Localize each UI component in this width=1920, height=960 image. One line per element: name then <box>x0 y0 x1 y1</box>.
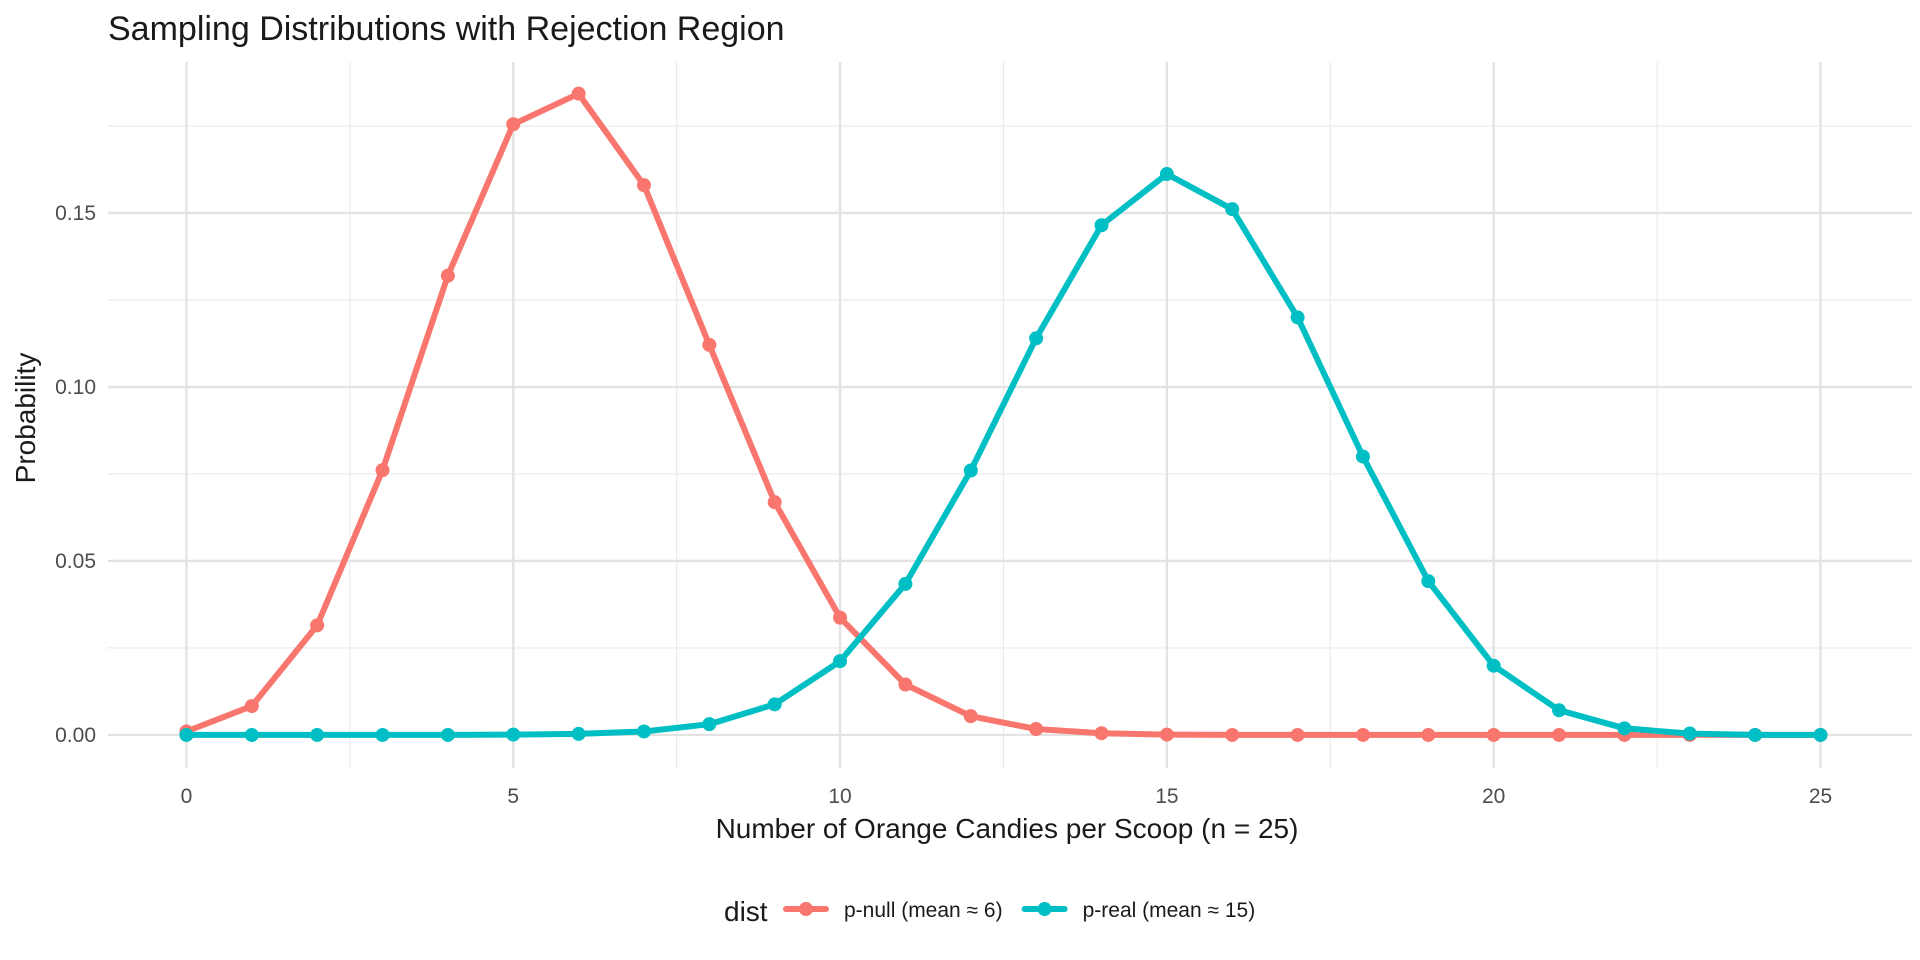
data-point <box>506 727 521 742</box>
series-layer <box>179 86 1828 742</box>
data-point <box>1682 726 1697 741</box>
y-axis-title: Probability <box>10 353 41 484</box>
data-point <box>1290 727 1305 742</box>
legend: dist p-null (mean ≈ 6) p-real (mean ≈ 15) <box>724 896 1255 927</box>
data-point <box>1159 167 1174 182</box>
grid-minor <box>108 62 1912 768</box>
data-point <box>310 727 325 742</box>
data-point <box>1617 721 1632 736</box>
data-point <box>1225 202 1240 217</box>
data-point <box>375 463 390 478</box>
data-point <box>1094 218 1109 233</box>
data-point <box>702 717 717 732</box>
y-tick-label: 0.00 <box>55 724 96 747</box>
data-point <box>1421 574 1436 589</box>
data-point <box>833 654 848 669</box>
data-point <box>963 709 978 724</box>
x-tick-label: 5 <box>507 785 519 808</box>
data-point <box>1421 727 1436 742</box>
legend-item-p-null: p-null (mean ≈ 6) <box>783 899 1003 922</box>
data-point <box>1486 727 1501 742</box>
x-tick-label: 20 <box>1482 785 1505 808</box>
data-point <box>1486 658 1501 673</box>
series-line <box>183 90 1824 738</box>
data-point <box>440 727 455 742</box>
data-point <box>375 727 390 742</box>
y-tick-label: 0.15 <box>55 202 96 225</box>
data-point <box>767 697 782 712</box>
data-point <box>1355 727 1370 742</box>
data-point <box>1159 727 1174 742</box>
data-point <box>1552 703 1567 718</box>
y-tick-label: 0.05 <box>55 550 96 573</box>
data-point <box>1029 722 1044 737</box>
data-point <box>636 724 651 739</box>
y-tick-label: 0.10 <box>55 376 96 399</box>
data-point <box>963 463 978 478</box>
data-point <box>898 576 913 591</box>
legend-label: p-null (mean ≈ 6) <box>844 899 1003 922</box>
legend-label: p-real (mean ≈ 15) <box>1083 899 1256 922</box>
data-point <box>767 495 782 510</box>
legend-items: p-null (mean ≈ 6) p-real (mean ≈ 15) <box>783 899 1256 922</box>
x-tick-label: 15 <box>1155 785 1178 808</box>
data-point <box>1813 727 1828 742</box>
data-point <box>636 178 651 193</box>
x-tick-label: 10 <box>828 785 851 808</box>
data-point <box>571 726 586 741</box>
data-point <box>1225 727 1240 742</box>
chart-title: Sampling Distributions with Rejection Re… <box>108 10 785 48</box>
data-point <box>1552 727 1567 742</box>
data-point <box>898 677 913 692</box>
data-point <box>1094 726 1109 741</box>
legend-title: dist <box>724 896 768 927</box>
x-axis-title: Number of Orange Candies per Scoop (n = … <box>716 813 1299 844</box>
legend-key-point <box>799 902 813 916</box>
data-point <box>179 727 194 742</box>
data-point <box>833 610 848 625</box>
x-tick-label: 25 <box>1809 785 1832 808</box>
series-line <box>183 171 1824 738</box>
data-point <box>1290 310 1305 325</box>
data-point <box>1355 449 1370 464</box>
x-tick-label: 0 <box>181 785 193 808</box>
data-point <box>506 117 521 132</box>
legend-item-p-real: p-real (mean ≈ 15) <box>1021 899 1256 922</box>
series-p-real <box>179 167 1828 742</box>
data-point <box>244 699 259 714</box>
data-point <box>1748 727 1763 742</box>
data-point <box>310 618 325 633</box>
legend-key-point <box>1037 902 1052 916</box>
data-point <box>571 86 586 101</box>
data-point <box>1029 331 1044 346</box>
data-point <box>702 337 717 352</box>
x-axis-ticks: 0 5 10 15 20 25 <box>181 785 1833 808</box>
data-point <box>244 727 259 742</box>
y-axis-ticks: 0.00 0.05 0.10 0.15 <box>55 202 96 747</box>
data-point <box>440 268 455 283</box>
